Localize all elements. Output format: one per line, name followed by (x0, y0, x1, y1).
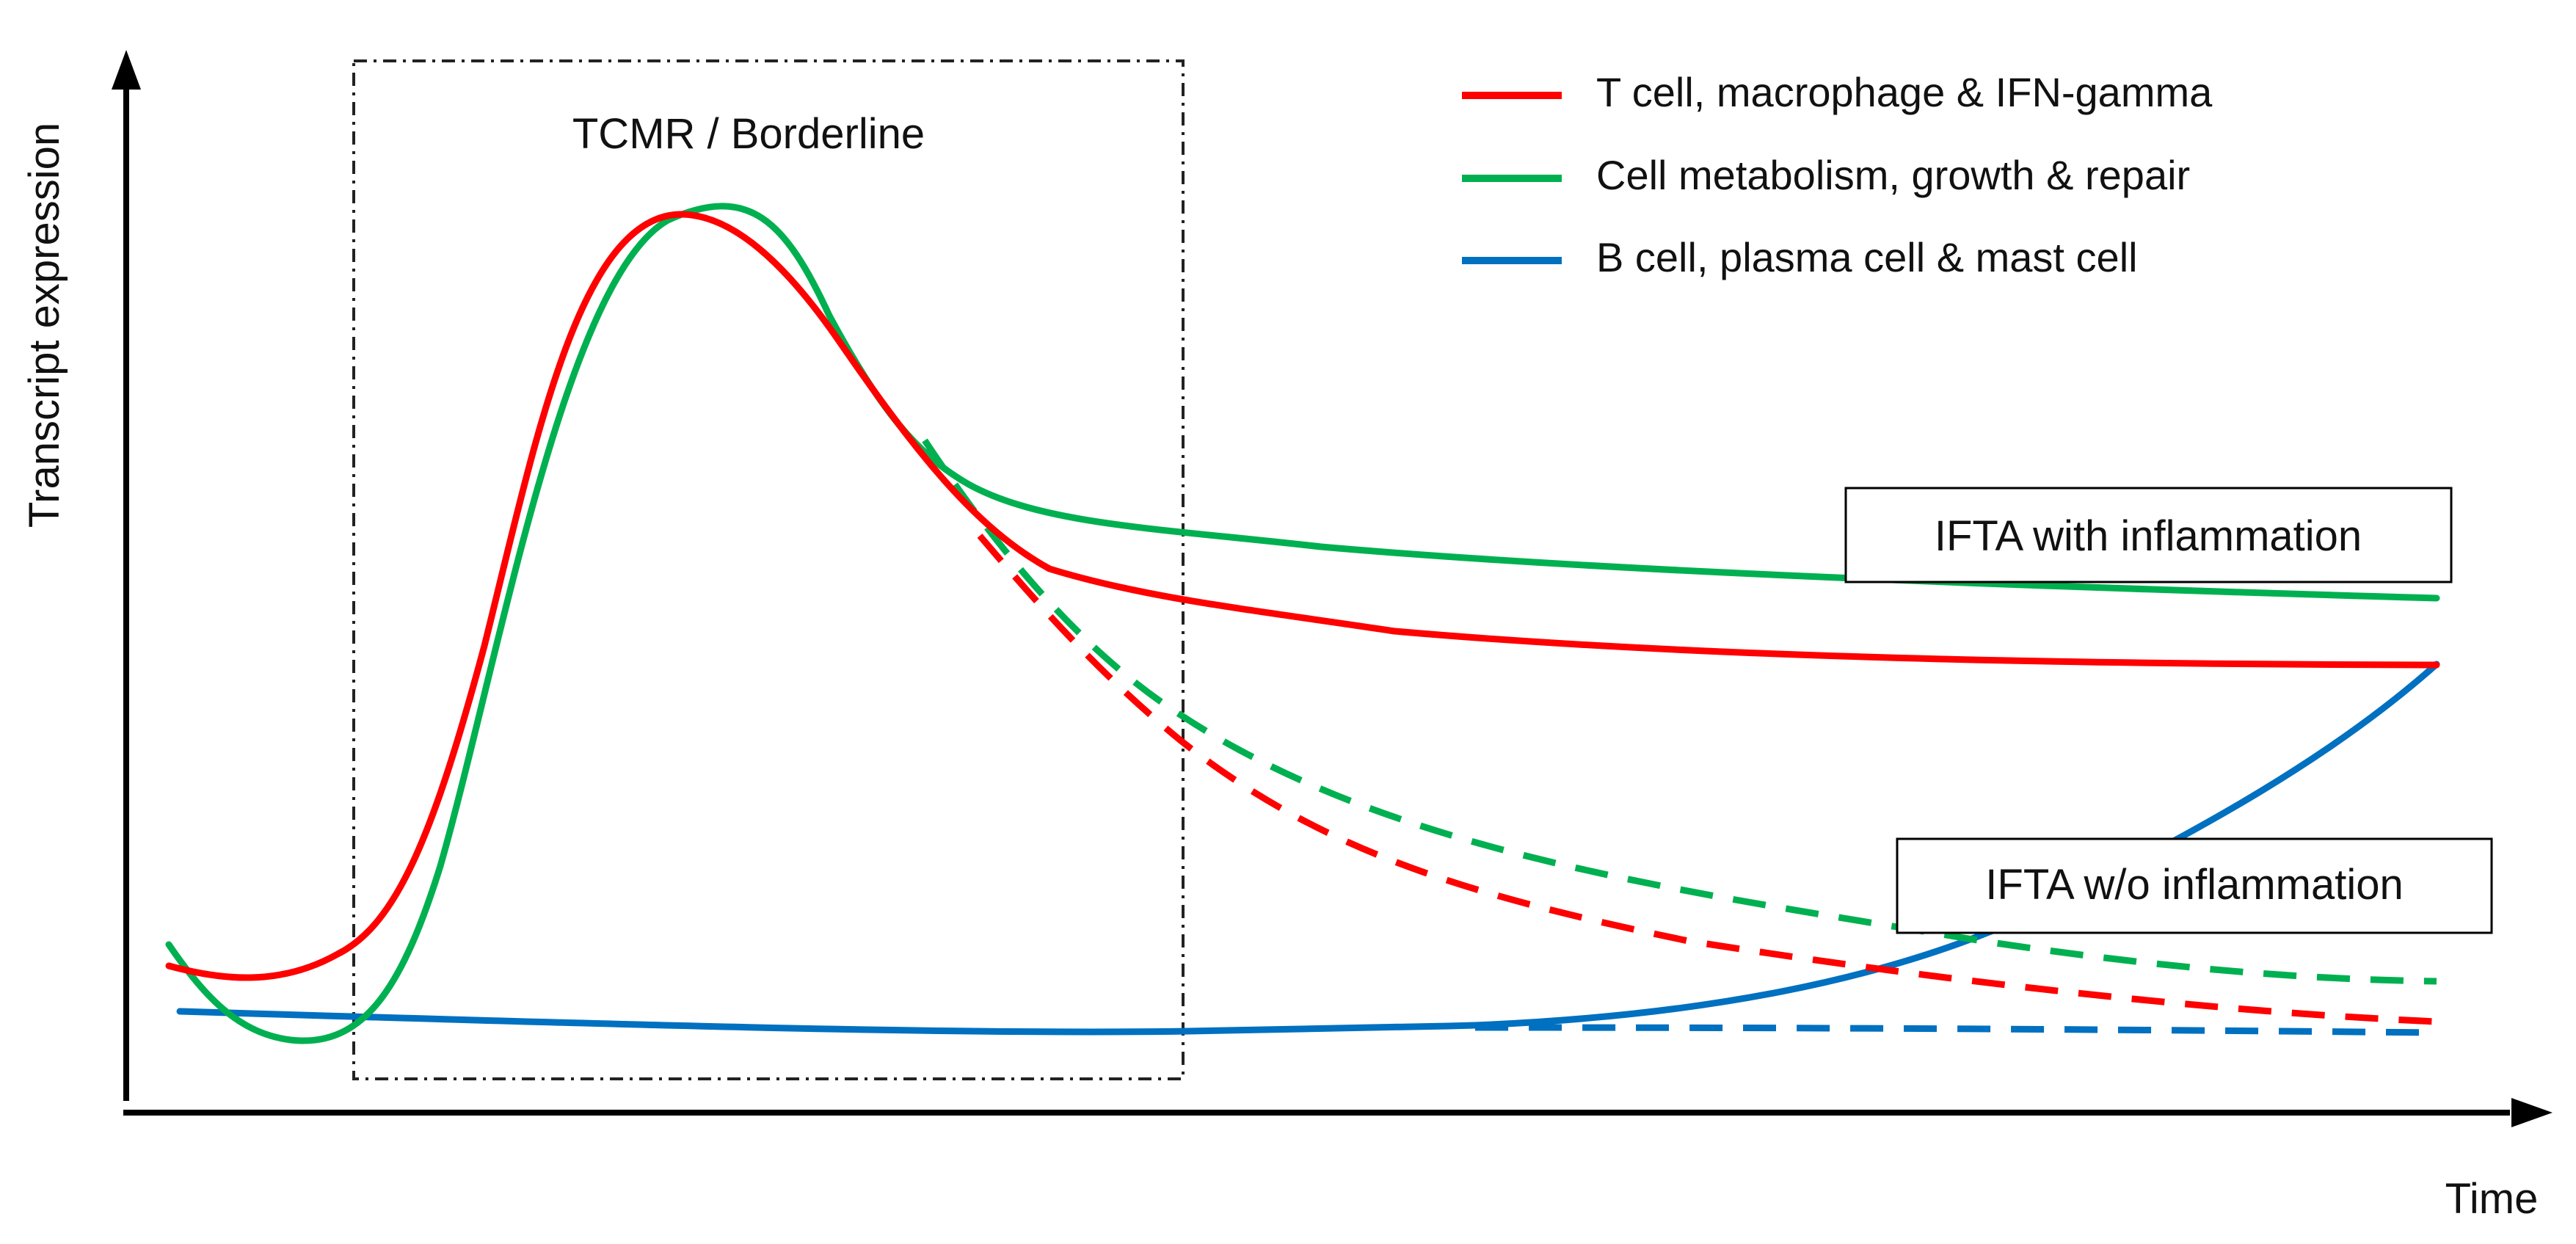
t-cell-curve-solid (165, 211, 2440, 981)
x-axis-label: Time (2445, 1175, 2539, 1223)
ifta-without-inflammation-label: IFTA w/o inflammation (1985, 861, 2403, 909)
tcmr-window-box (352, 59, 1185, 1080)
legend-item-repair: Cell metabolism, growth & repair (1462, 152, 2190, 198)
legend-label-b-cell: B cell, plasma cell & mast cell (1596, 234, 2138, 280)
legend-label-repair: Cell metabolism, growth & repair (1596, 152, 2190, 198)
ifta-with-inflammation-annotation: IFTA with inflammation (1844, 487, 2453, 583)
repair-curve-solid (165, 203, 2440, 1044)
ifta-without-inflammation-annotation: IFTA w/o inflammation (1896, 837, 2493, 934)
legend-label-t-cell: T cell, macrophage & IFN-gamma (1596, 69, 2213, 115)
y-axis-arrowhead (112, 50, 141, 90)
ifta-with-inflammation-label: IFTA with inflammation (1935, 512, 2362, 560)
legend-item-b-cell: B cell, plasma cell & mast cell (1462, 234, 2138, 280)
legend-item-t-cell: T cell, macrophage & IFN-gamma (1462, 69, 2213, 115)
tcmr-window-title: TCMR / Borderline (572, 110, 925, 158)
b-cell-curve-dashed (1474, 1024, 2437, 1036)
ifta-with-inflammation-box (1844, 487, 2453, 583)
ifta-without-inflammation-box (1896, 837, 2493, 934)
y-axis-label: Transcript expression (21, 123, 68, 528)
repair-curve-dashed (922, 438, 2437, 985)
x-axis-arrowhead (2511, 1098, 2553, 1127)
b-cell-curve-baseline (176, 1008, 1479, 1036)
t-cell-curve-dashed (977, 534, 2437, 1025)
legend: T cell, macrophage & IFN-gamma Cell meta… (1462, 69, 2213, 280)
